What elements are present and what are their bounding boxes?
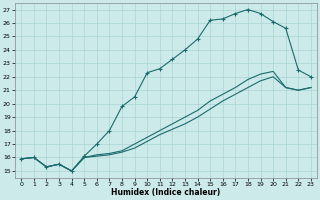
X-axis label: Humidex (Indice chaleur): Humidex (Indice chaleur) xyxy=(111,188,221,197)
